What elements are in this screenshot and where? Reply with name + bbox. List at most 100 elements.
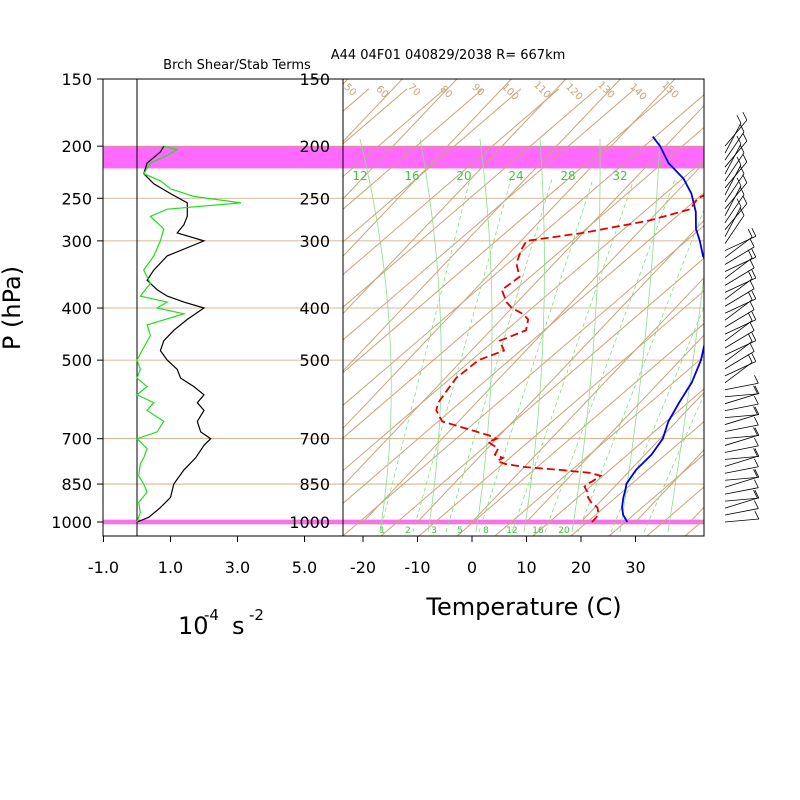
left-series-group bbox=[135, 145, 241, 523]
dry-adiabat-line bbox=[456, 322, 704, 536]
mixing-ratio-line bbox=[445, 178, 553, 533]
mixing-ratio-line bbox=[511, 178, 635, 533]
mixing-ratio-label: 12 bbox=[352, 169, 367, 183]
wind-barb bbox=[724, 427, 758, 446]
wind-barb bbox=[724, 248, 757, 272]
dry-adiabat-line bbox=[343, 88, 446, 178]
wind-barb bbox=[724, 174, 748, 210]
isotherm-line bbox=[0, 79, 239, 522]
wind-barb bbox=[724, 259, 755, 286]
wind-barb bbox=[724, 186, 745, 223]
wind-barb bbox=[724, 354, 753, 384]
y-tick-label: 400 bbox=[61, 299, 92, 318]
wind-barb bbox=[724, 489, 758, 509]
adiabat-label: 120 bbox=[563, 82, 584, 103]
dry-adiabat-line bbox=[380, 257, 704, 536]
mixing-ratio-line bbox=[610, 306, 704, 533]
left-panel-title: Brch Shear/Stab Terms bbox=[163, 58, 311, 73]
dry-adiabat-line bbox=[343, 224, 704, 536]
wind-barb bbox=[724, 311, 757, 335]
x-tick-label: -10 bbox=[404, 558, 430, 577]
x-tick-label: 3.0 bbox=[225, 558, 250, 577]
adiabat-label: 130 bbox=[595, 80, 616, 101]
isotherm-line bbox=[343, 79, 512, 257]
wind-barb bbox=[724, 198, 742, 237]
y-tick-label: 700 bbox=[299, 430, 330, 449]
right-x-ticks: -20 -10 0 10 20 30 bbox=[350, 536, 646, 577]
wind-barb bbox=[724, 353, 757, 377]
y-tick-label: 150 bbox=[61, 70, 92, 89]
wind-barb bbox=[724, 135, 742, 175]
wind-barb bbox=[724, 385, 758, 405]
isotherm-line bbox=[343, 79, 458, 200]
moist-adiabat-line bbox=[571, 138, 601, 533]
wind-barb bbox=[724, 500, 759, 516]
moist-adiabat-line bbox=[359, 138, 392, 533]
dry-adiabat-line bbox=[608, 453, 704, 536]
isotherm-line bbox=[689, 506, 704, 523]
y-tick-label: 250 bbox=[299, 189, 330, 208]
dry-adiabat-line bbox=[343, 88, 598, 308]
isotherm-line bbox=[362, 162, 704, 523]
mixing-ratio-label: 20 bbox=[558, 526, 570, 536]
dry-adiabat-line bbox=[532, 388, 704, 536]
y-tick-label: 400 bbox=[299, 299, 330, 318]
mixing-ratio-label: 2 bbox=[405, 526, 411, 536]
wind-barb bbox=[724, 114, 742, 154]
wind-barb bbox=[724, 301, 755, 328]
x-tick-label: 5.0 bbox=[292, 558, 317, 577]
wind-barb bbox=[724, 144, 745, 182]
mixing-ratio-line bbox=[544, 178, 676, 533]
dry-adiabat-line bbox=[343, 94, 704, 406]
y-tick-label: 250 bbox=[61, 189, 92, 208]
wind-barb bbox=[724, 270, 753, 300]
left-x-ticks: -1.0 1.0 3.0 5.0 bbox=[88, 536, 317, 577]
isotherm-line bbox=[343, 104, 704, 487]
dry-adiabat-line bbox=[343, 88, 522, 243]
y-axis-label: P (hPa) bbox=[0, 266, 26, 350]
y-tick-label: 150 bbox=[299, 70, 330, 89]
left-y-ticks: 150 200 250 300 400 500 700 850 1000 bbox=[51, 70, 103, 532]
x-tick-label: 1.0 bbox=[158, 558, 183, 577]
wind-barb bbox=[724, 153, 748, 189]
adiabat-label: 60 bbox=[373, 84, 390, 101]
mixing-ratio-label: 12 bbox=[506, 526, 517, 536]
isotherm-line bbox=[0, 79, 293, 522]
x-tick-label: -20 bbox=[350, 558, 376, 577]
x-tick-label: 10 bbox=[516, 558, 536, 577]
wind-barb bbox=[724, 448, 760, 460]
x-tick-label: 20 bbox=[571, 558, 591, 577]
dry-adiabat-line bbox=[570, 420, 704, 536]
wind-barb bbox=[724, 228, 757, 251]
y-tick-label: 300 bbox=[61, 232, 92, 251]
wind-barbs bbox=[724, 111, 760, 523]
mixing-ratio-label: 20 bbox=[456, 169, 471, 183]
wind-barb bbox=[724, 333, 753, 363]
wind-barb bbox=[724, 132, 748, 168]
adiabat-label: 140 bbox=[627, 82, 648, 103]
y-tick-label: 500 bbox=[61, 351, 92, 370]
wind-barb bbox=[724, 269, 757, 293]
wind-barb bbox=[724, 332, 757, 356]
wind-barb bbox=[724, 437, 759, 453]
wind-barb bbox=[724, 322, 755, 349]
isotherm-line bbox=[526, 334, 704, 523]
wind-barb bbox=[724, 469, 758, 488]
moist-adiabat-line bbox=[475, 138, 493, 533]
mixing-ratio-line bbox=[643, 393, 704, 533]
isotherm-line bbox=[343, 79, 621, 372]
dry-adiabat-line bbox=[343, 88, 484, 210]
mixing-ratio-label: 5 bbox=[457, 526, 463, 536]
left-xlabel-exp: -4 bbox=[204, 606, 219, 624]
wind-barb bbox=[724, 123, 745, 161]
wind-barb bbox=[724, 416, 759, 432]
dry-adiabat-line bbox=[343, 88, 636, 341]
y-tick-label: 1000 bbox=[289, 513, 330, 532]
shear-term-line bbox=[136, 145, 212, 523]
x-tick-label: 0 bbox=[467, 558, 477, 577]
temperature-trace bbox=[621, 136, 704, 523]
y-tick-label: 200 bbox=[299, 137, 330, 156]
wind-barb bbox=[724, 177, 742, 216]
